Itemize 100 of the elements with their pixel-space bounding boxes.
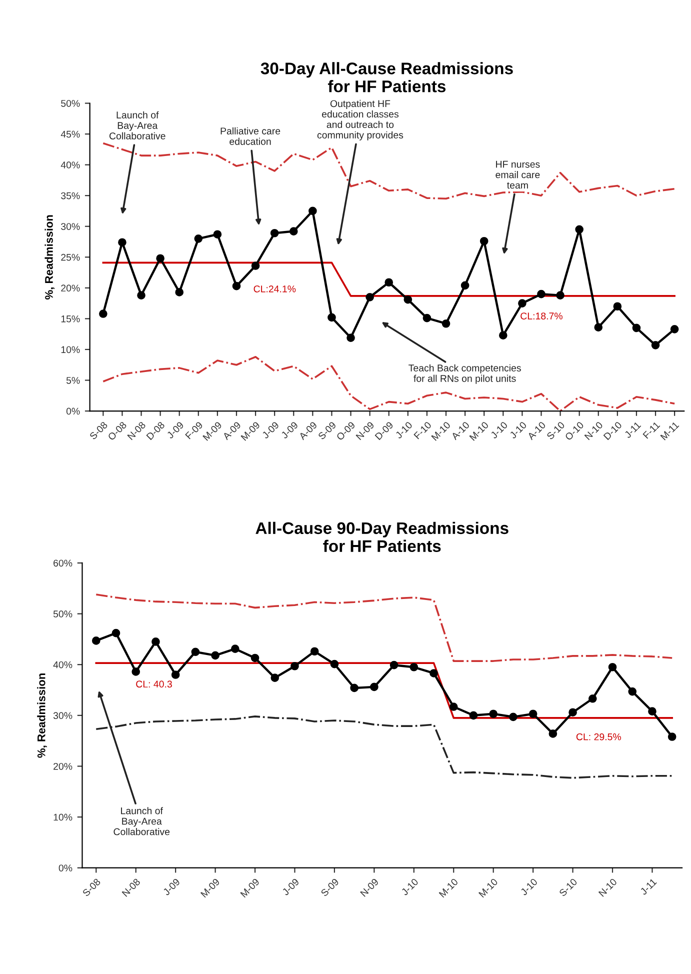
point xyxy=(270,228,279,238)
annotation: Launch of Bay-Area Collaborative xyxy=(114,807,170,836)
y-tick-label: 10% xyxy=(61,346,80,354)
point xyxy=(191,648,200,656)
x-tick-label: J-10 xyxy=(394,421,413,440)
point xyxy=(469,711,478,720)
annotation: Teach Back competencies for all RNs on pilot units xyxy=(408,364,521,384)
line-series xyxy=(95,594,673,662)
point xyxy=(330,660,339,668)
point xyxy=(152,638,160,646)
annotation: Launch of Bay-Area Collaborative xyxy=(109,111,166,140)
point xyxy=(480,236,488,246)
x-tick-label: J-10 xyxy=(490,421,508,440)
y-tick-label: 50% xyxy=(61,100,80,107)
point xyxy=(509,712,518,722)
annotation: CL: 40.3 xyxy=(136,680,172,688)
x-tick-label: J-09 xyxy=(262,421,280,440)
y-axis-title: %, Readmission xyxy=(37,673,47,758)
y-tick-label: 0% xyxy=(66,408,80,415)
point xyxy=(668,732,676,741)
x-tick-label: J-09 xyxy=(280,421,298,440)
point xyxy=(613,302,622,311)
point xyxy=(498,331,508,340)
y-tick-label: 30% xyxy=(53,712,72,720)
x-tick-label: J-11 xyxy=(640,878,657,896)
chart-title: All-Cause 90-Day Readmissions for HF Patients xyxy=(256,522,508,552)
point xyxy=(489,710,498,718)
point xyxy=(350,684,358,692)
x-tick-label: J-09 xyxy=(282,878,300,896)
point xyxy=(290,662,299,670)
point xyxy=(250,654,260,662)
annotation: HF nurses email care team xyxy=(496,160,540,189)
point xyxy=(430,669,438,678)
x-tick-label: F-11 xyxy=(642,421,660,439)
chart-title: 30-Day All-Cause Readmissions for HF Patients xyxy=(260,62,513,92)
point xyxy=(270,674,280,682)
point xyxy=(449,702,458,711)
annotation: Palliative care education xyxy=(220,127,280,145)
y-tick-label: 50% xyxy=(53,610,72,618)
x-tick-label: J-09 xyxy=(166,421,184,440)
point xyxy=(137,291,146,300)
point xyxy=(92,636,100,645)
y-axis-title: %, Readmission xyxy=(44,215,55,300)
point xyxy=(370,682,378,692)
annotation: CL:18.7% xyxy=(520,312,562,320)
point xyxy=(556,291,564,300)
y-tick-label: 25% xyxy=(61,254,80,261)
x-tick-label: J-10 xyxy=(400,878,419,896)
point xyxy=(628,687,637,696)
point xyxy=(132,668,140,676)
point xyxy=(156,254,164,263)
annotation: CL:24.1% xyxy=(254,285,296,292)
point xyxy=(175,288,184,296)
point xyxy=(575,225,584,234)
y-tick-label: 35% xyxy=(61,192,80,200)
y-tick-label: 5% xyxy=(66,377,80,384)
y-tick-label: 20% xyxy=(61,284,80,292)
y-tick-label: 20% xyxy=(54,762,72,770)
point xyxy=(460,281,470,290)
point xyxy=(422,314,432,322)
annotation: CL: 29.5% xyxy=(576,733,621,740)
point xyxy=(251,262,260,270)
x-tick-label: J-09 xyxy=(162,878,180,896)
point xyxy=(328,313,336,322)
x-tick-label: J-10 xyxy=(509,421,527,440)
x-tick-label: J-11 xyxy=(624,421,642,439)
annotation: Outpatient HF education classes and outreach to community provides xyxy=(317,100,404,140)
point xyxy=(608,662,617,672)
point xyxy=(211,651,220,660)
y-tick-label: 40% xyxy=(60,162,80,168)
point xyxy=(310,647,319,656)
y-tick-label: 0% xyxy=(58,864,72,872)
y-tick-label: 10% xyxy=(54,814,72,821)
y-tick-label: 30% xyxy=(61,223,80,230)
point xyxy=(588,694,597,703)
point xyxy=(528,710,538,718)
point xyxy=(384,278,394,287)
y-tick-label: 40% xyxy=(53,661,72,668)
point xyxy=(518,299,526,308)
point xyxy=(404,295,412,304)
point xyxy=(230,644,240,654)
point xyxy=(442,319,450,328)
point xyxy=(171,670,180,679)
point xyxy=(98,310,108,318)
y-tick-label: 60% xyxy=(54,560,72,567)
y-tick-label: 15% xyxy=(61,315,80,322)
point xyxy=(118,238,126,247)
point xyxy=(366,292,374,302)
point xyxy=(213,230,222,239)
point xyxy=(194,234,203,243)
point xyxy=(390,660,398,670)
point xyxy=(632,324,641,332)
y-tick-label: 45% xyxy=(60,130,80,138)
point xyxy=(548,730,558,738)
point xyxy=(308,206,317,216)
point xyxy=(594,323,603,332)
line-series xyxy=(102,356,676,412)
point xyxy=(410,662,418,672)
point xyxy=(289,227,298,236)
point xyxy=(670,324,679,334)
